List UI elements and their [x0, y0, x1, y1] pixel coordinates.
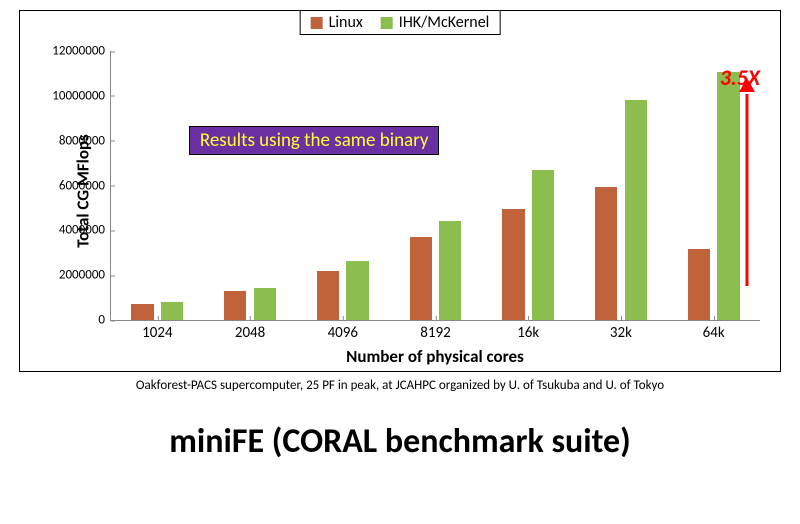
annotation-box: Results using the same binary [189, 126, 440, 155]
x-tick-label: 4096 [328, 320, 358, 342]
y-tick-label: 4000000 [59, 223, 111, 238]
plot-area: 0200000040000006000000800000010000000120… [110, 51, 760, 321]
bar-ihk-mckernel [346, 261, 368, 320]
bar-linux [224, 291, 246, 320]
legend-item: IHK/McKernel [381, 13, 490, 32]
bar-ihk-mckernel [254, 288, 276, 321]
bar-linux [502, 209, 524, 320]
y-tick-label: 12000000 [52, 44, 111, 59]
bar-linux [317, 271, 339, 320]
legend-label: Linux [329, 13, 363, 32]
legend: Linux IHK/McKernel [300, 10, 501, 35]
bar-ihk-mckernel [532, 170, 554, 320]
bar-linux [410, 237, 432, 320]
bar-linux [595, 187, 617, 320]
bar-ihk-mckernel [439, 221, 461, 320]
bar-linux [131, 304, 153, 320]
y-tick-label: 6000000 [59, 178, 111, 193]
y-tick-label: 0 [98, 313, 111, 328]
legend-label: IHK/McKernel [399, 13, 490, 32]
legend-swatch-ihk [381, 17, 393, 29]
x-tick-label: 64k [703, 320, 725, 342]
bar-ihk-mckernel [717, 72, 739, 320]
y-tick-label: 8000000 [59, 133, 111, 148]
chart-container: Linux IHK/McKernel Total CG MFlops 02000… [19, 10, 781, 372]
legend-swatch-linux [311, 17, 323, 29]
bar-linux [688, 249, 710, 320]
x-tick-label: 1024 [142, 320, 172, 342]
legend-item: Linux [311, 13, 363, 32]
x-tick-label: 32k [610, 320, 632, 342]
x-tick-label: 2048 [235, 320, 265, 342]
y-tick-label: 2000000 [59, 268, 111, 283]
footnote: Oakforest-PACS supercomputer, 25 PF in p… [20, 378, 780, 393]
x-tick-label: 16k [517, 320, 539, 342]
bar-ihk-mckernel [161, 302, 183, 320]
x-tick-label: 8192 [420, 320, 450, 342]
x-axis-label: Number of physical cores [110, 346, 760, 367]
bar-ihk-mckernel [625, 100, 647, 320]
y-tick-label: 10000000 [52, 88, 111, 103]
chart-title: miniFE (CORAL benchmark suite) [20, 421, 780, 462]
